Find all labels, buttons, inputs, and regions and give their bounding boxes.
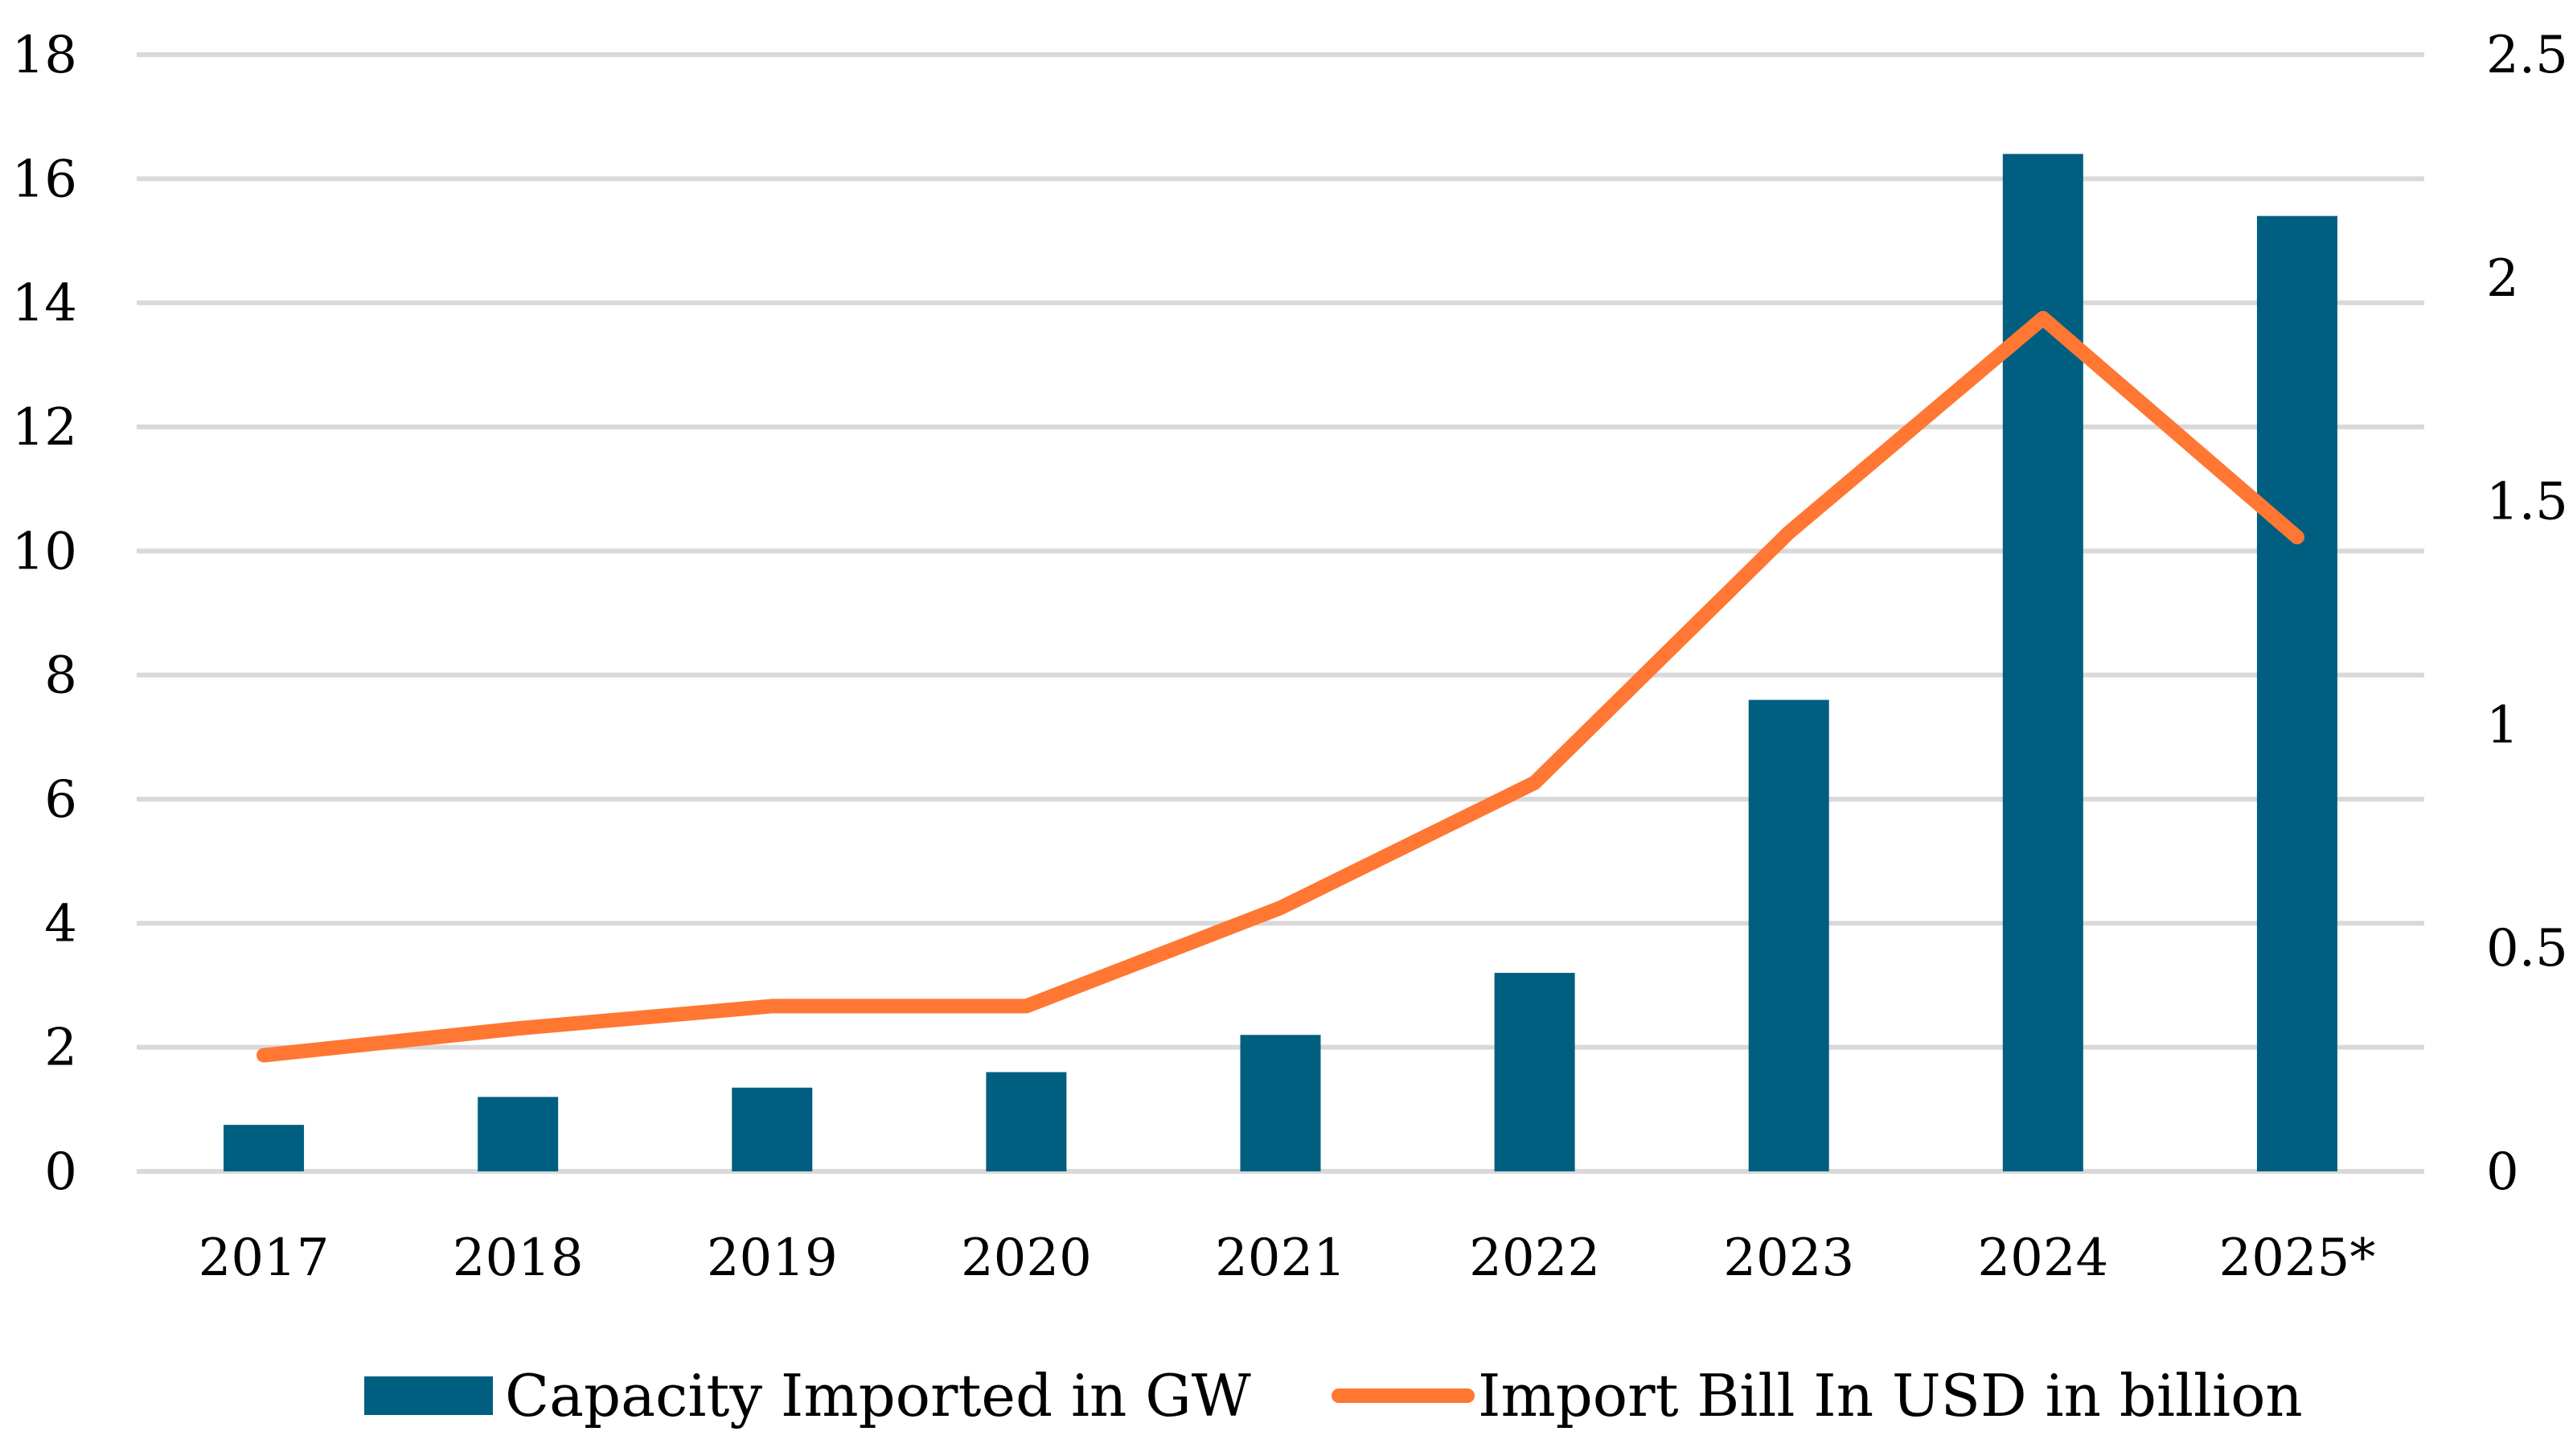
legend-line-label: Import Bill In USD in billion — [1478, 1362, 2303, 1429]
y-left-tick-label: 16 — [12, 150, 77, 209]
bar — [732, 1087, 813, 1171]
line-point — [1787, 531, 1790, 534]
line-point — [1533, 781, 1536, 784]
bar — [2002, 154, 2083, 1171]
y-left-tick-label: 2 — [44, 1019, 77, 1078]
y-right-tick-label: 0.5 — [2486, 919, 2568, 978]
y-right-tick-label: 2.5 — [2486, 26, 2568, 85]
x-tick-label: 2023 — [1723, 1228, 1854, 1288]
line-point — [2042, 317, 2044, 319]
x-tick-label: 2022 — [1469, 1228, 1600, 1288]
x-tick-label: 2025* — [2219, 1228, 2376, 1288]
x-tick-label: 2018 — [453, 1228, 584, 1288]
gridlines — [137, 52, 2424, 1174]
y-left-tick-label: 0 — [44, 1142, 77, 1202]
y-left-tick-label: 8 — [44, 646, 77, 706]
x-tick-label: 2019 — [707, 1228, 838, 1288]
x-tick-label: 2017 — [199, 1228, 330, 1288]
bar — [1240, 1035, 1321, 1171]
bar — [478, 1097, 559, 1171]
y-left-tick-label: 14 — [12, 274, 77, 334]
bar — [986, 1072, 1067, 1171]
legend: Capacity Imported in GW Import Bill In U… — [364, 1362, 2303, 1429]
line-point — [263, 1054, 265, 1056]
x-axis-ticks: 2017 2018 2019 2020 2021 2022 2023 2024 2025* — [199, 1228, 2376, 1288]
y-right-tick-label: 1 — [2486, 695, 2519, 755]
x-tick-label: 2021 — [1215, 1228, 1346, 1288]
x-tick-label: 2020 — [961, 1228, 1092, 1288]
legend-bar-swatch — [364, 1376, 493, 1415]
x-tick-label: 2024 — [1977, 1228, 2108, 1288]
y-right-tick-label: 0 — [2486, 1142, 2519, 1202]
y-left-tick-label: 12 — [12, 398, 77, 457]
y-left-tick-label: 6 — [44, 770, 77, 830]
y-right-tick-label: 1.5 — [2486, 473, 2568, 532]
bar — [224, 1125, 305, 1171]
line-series — [256, 310, 2304, 1063]
line-point — [517, 1027, 519, 1030]
y-left-tick-label: 18 — [12, 26, 77, 85]
y-left-tick-label: 4 — [44, 894, 77, 954]
y-left-tick-label: 10 — [12, 522, 77, 581]
bar — [2256, 215, 2337, 1172]
left-axis-ticks: 0 2 4 6 8 10 12 14 16 18 — [12, 26, 77, 1202]
bar — [1748, 699, 1829, 1171]
bar-series — [224, 154, 2337, 1172]
legend-bar-label: Capacity Imported in GW — [505, 1362, 1251, 1429]
line-point — [1279, 907, 1282, 909]
line-point — [771, 1005, 774, 1007]
line-point — [2296, 536, 2298, 539]
bar — [1494, 973, 1575, 1171]
right-axis-ticks: 0 0.5 1 1.5 2 2.5 — [2486, 26, 2568, 1202]
y-right-tick-label: 2 — [2486, 249, 2519, 309]
line-point — [1025, 1005, 1028, 1007]
